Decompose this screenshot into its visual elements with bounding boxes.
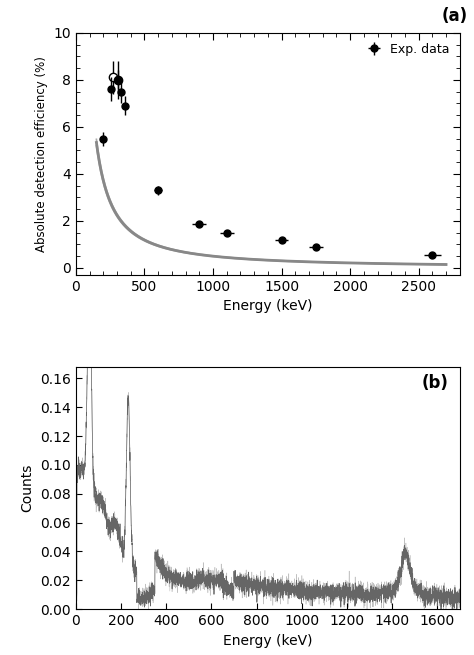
- Y-axis label: Counts: Counts: [20, 464, 35, 512]
- Text: (a): (a): [441, 7, 467, 26]
- Text: (b): (b): [421, 374, 448, 392]
- X-axis label: Energy (keV): Energy (keV): [223, 299, 312, 313]
- X-axis label: Energy (keV): Energy (keV): [223, 633, 312, 648]
- Legend: Exp. data: Exp. data: [358, 39, 454, 60]
- Y-axis label: Absolute detection efficiency (%): Absolute detection efficiency (%): [35, 56, 48, 252]
